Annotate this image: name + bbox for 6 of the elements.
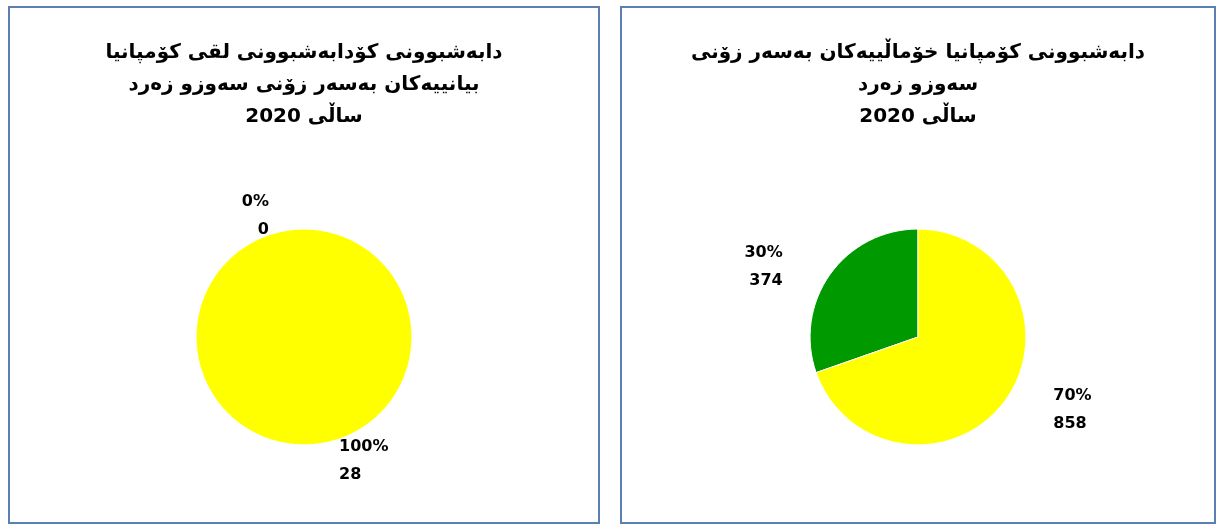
- data-label: 100% 28: [339, 436, 389, 484]
- chart-title: دابەشبوونی کۆمپانیا خۆماڵییەکان بەسەر زۆنی سەوزو زەرد ساڵی 2020: [690, 38, 1146, 127]
- chart-title: دابەشبوونی کۆدابەشبوونی لقی کۆمپانیا بیانییەکان بەسەر زۆنی سەوزو زەرد ساڵی 2020: [105, 39, 503, 127]
- data-label: 70% 858: [1053, 384, 1092, 432]
- text: 0% 0: [241, 190, 269, 238]
- data-label: 30% 374: [744, 242, 783, 290]
